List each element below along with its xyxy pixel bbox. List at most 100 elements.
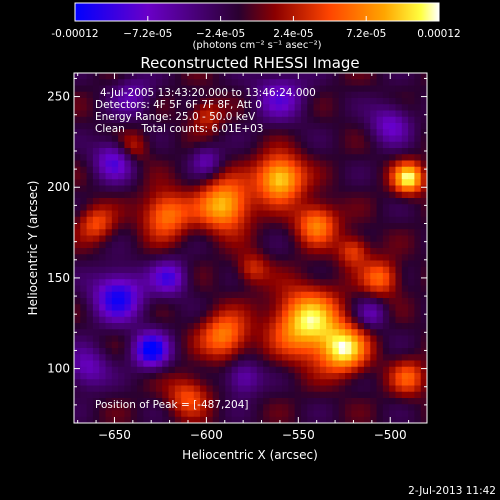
heatmap-cell: [389, 329, 397, 337]
heatmap-cell: [149, 291, 157, 299]
heatmap-cell: [319, 104, 327, 112]
heatmap-cell: [193, 85, 201, 93]
heatmap-cell: [74, 73, 81, 80]
heatmap-cell: [130, 223, 138, 230]
heatmap-cell: [225, 341, 233, 349]
heatmap-cell: [345, 129, 352, 137]
heatmap-cell: [300, 135, 308, 143]
heatmap-cell: [345, 310, 352, 318]
heatmap-cell: [137, 73, 144, 80]
heatmap-cell: [130, 391, 138, 399]
heatmap-cell: [86, 216, 94, 224]
heatmap-cell: [74, 335, 81, 343]
heatmap-cell: [389, 204, 397, 212]
heatmap-cell: [99, 304, 107, 312]
heatmap-cell: [338, 360, 346, 368]
heatmap-cell: [307, 391, 315, 399]
heatmap-cell: [263, 316, 271, 324]
heatmap-cell: [332, 235, 340, 243]
heatmap-cell: [420, 304, 427, 312]
heatmap-cell: [307, 160, 315, 168]
heatmap-cell: [231, 404, 239, 412]
heatmap-cell: [130, 310, 138, 318]
heatmap-cell: [414, 85, 422, 93]
heatmap-cell: [363, 123, 371, 130]
heatmap-cell: [105, 223, 113, 230]
heatmap-cell: [200, 341, 207, 349]
heatmap-cell: [130, 279, 138, 287]
heatmap-cell: [130, 398, 138, 405]
heatmap-cell: [231, 173, 239, 180]
heatmap-cell: [370, 373, 378, 380]
heatmap-cell: [319, 248, 327, 255]
heatmap-cell: [212, 223, 220, 230]
heatmap-cell: [250, 85, 258, 93]
heatmap-cell: [345, 260, 352, 268]
heatmap-cell: [382, 173, 390, 180]
heatmap-cell: [193, 135, 201, 143]
heatmap-cell: [200, 360, 207, 368]
heatmap-cell: [206, 191, 214, 199]
heatmap-cell: [130, 335, 138, 343]
heatmap-cell: [263, 191, 271, 199]
heatmap-cell: [237, 360, 245, 368]
heatmap-cell: [187, 329, 195, 337]
heatmap-cell: [401, 204, 409, 212]
heatmap-cell: [124, 79, 132, 87]
heatmap-cell: [155, 416, 163, 423]
heatmap-cell: [420, 379, 427, 387]
heatmap-cell: [332, 404, 340, 412]
heatmap-cell: [408, 235, 415, 243]
heatmap-cell: [300, 110, 308, 118]
heatmap-cell: [92, 179, 100, 187]
heatmap-cell: [105, 266, 113, 274]
heatmap-cell: [395, 348, 403, 355]
heatmap-cell: [351, 135, 359, 143]
heatmap-cell: [193, 110, 201, 118]
heatmap-cell: [80, 366, 88, 374]
heatmap-cell: [256, 185, 264, 193]
heatmap-cell: [181, 135, 189, 143]
heatmap-cell: [256, 360, 264, 368]
heatmap-cell: [130, 254, 138, 262]
heatmap-cell: [187, 191, 195, 199]
heatmap-cell: [389, 166, 397, 174]
heatmap-cell: [370, 291, 378, 299]
heatmap-cell: [389, 316, 397, 324]
heatmap-cell: [162, 410, 170, 418]
heatmap-cell: [231, 260, 239, 268]
heatmap-cell: [363, 110, 371, 118]
heatmap-cell: [363, 191, 371, 199]
heatmap-cell: [74, 98, 81, 105]
heatmap-cell: [99, 291, 107, 299]
heatmap-cell: [193, 179, 201, 187]
heatmap-cell: [326, 129, 334, 137]
heatmap-cell: [332, 391, 340, 399]
heatmap-cell: [149, 266, 157, 274]
heatmap-cell: [200, 223, 207, 230]
heatmap-cell: [149, 366, 157, 374]
heatmap-cell: [155, 391, 163, 399]
heatmap-cell: [92, 335, 100, 343]
heatmap-cell: [382, 348, 390, 355]
heatmap-cell: [80, 235, 88, 243]
heatmap-cell: [313, 104, 321, 112]
heatmap-cell: [168, 154, 176, 162]
heatmap-cell: [389, 291, 397, 299]
heatmap-image: [74, 73, 427, 423]
heatmap-cell: [338, 98, 346, 105]
heatmap-cell: [80, 354, 88, 362]
heatmap-cell: [130, 341, 138, 349]
heatmap-cell: [357, 248, 365, 255]
heatmap-cell: [105, 73, 113, 80]
heatmap-cell: [212, 266, 220, 274]
heatmap-cell: [401, 391, 409, 399]
heatmap-cell: [275, 379, 283, 387]
heatmap-cell: [395, 310, 403, 318]
heatmap-cell: [218, 241, 226, 249]
heatmap-cell: [307, 329, 315, 337]
heatmap-cell: [275, 398, 283, 405]
heatmap-cell: [137, 229, 144, 237]
heatmap-cell: [237, 98, 245, 105]
heatmap-cell: [212, 410, 220, 418]
